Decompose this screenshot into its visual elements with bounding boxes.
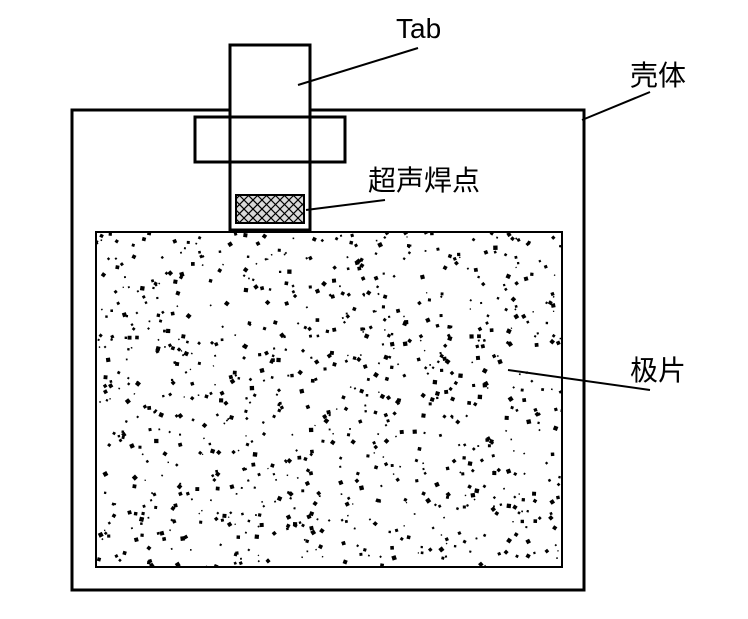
tab-horizontal-mask: [198, 120, 342, 159]
leader-tab: [298, 48, 418, 85]
electrode-plate: [94, 230, 563, 570]
label-tab: Tab: [396, 13, 441, 44]
label-electrode: 极片: [630, 355, 686, 386]
leader-shell: [582, 92, 650, 120]
diagram-canvas: Tab 壳体 超声焊点 极片: [0, 0, 748, 619]
label-shell: 壳体: [630, 60, 686, 91]
label-weld: 超声焊点: [368, 165, 480, 196]
